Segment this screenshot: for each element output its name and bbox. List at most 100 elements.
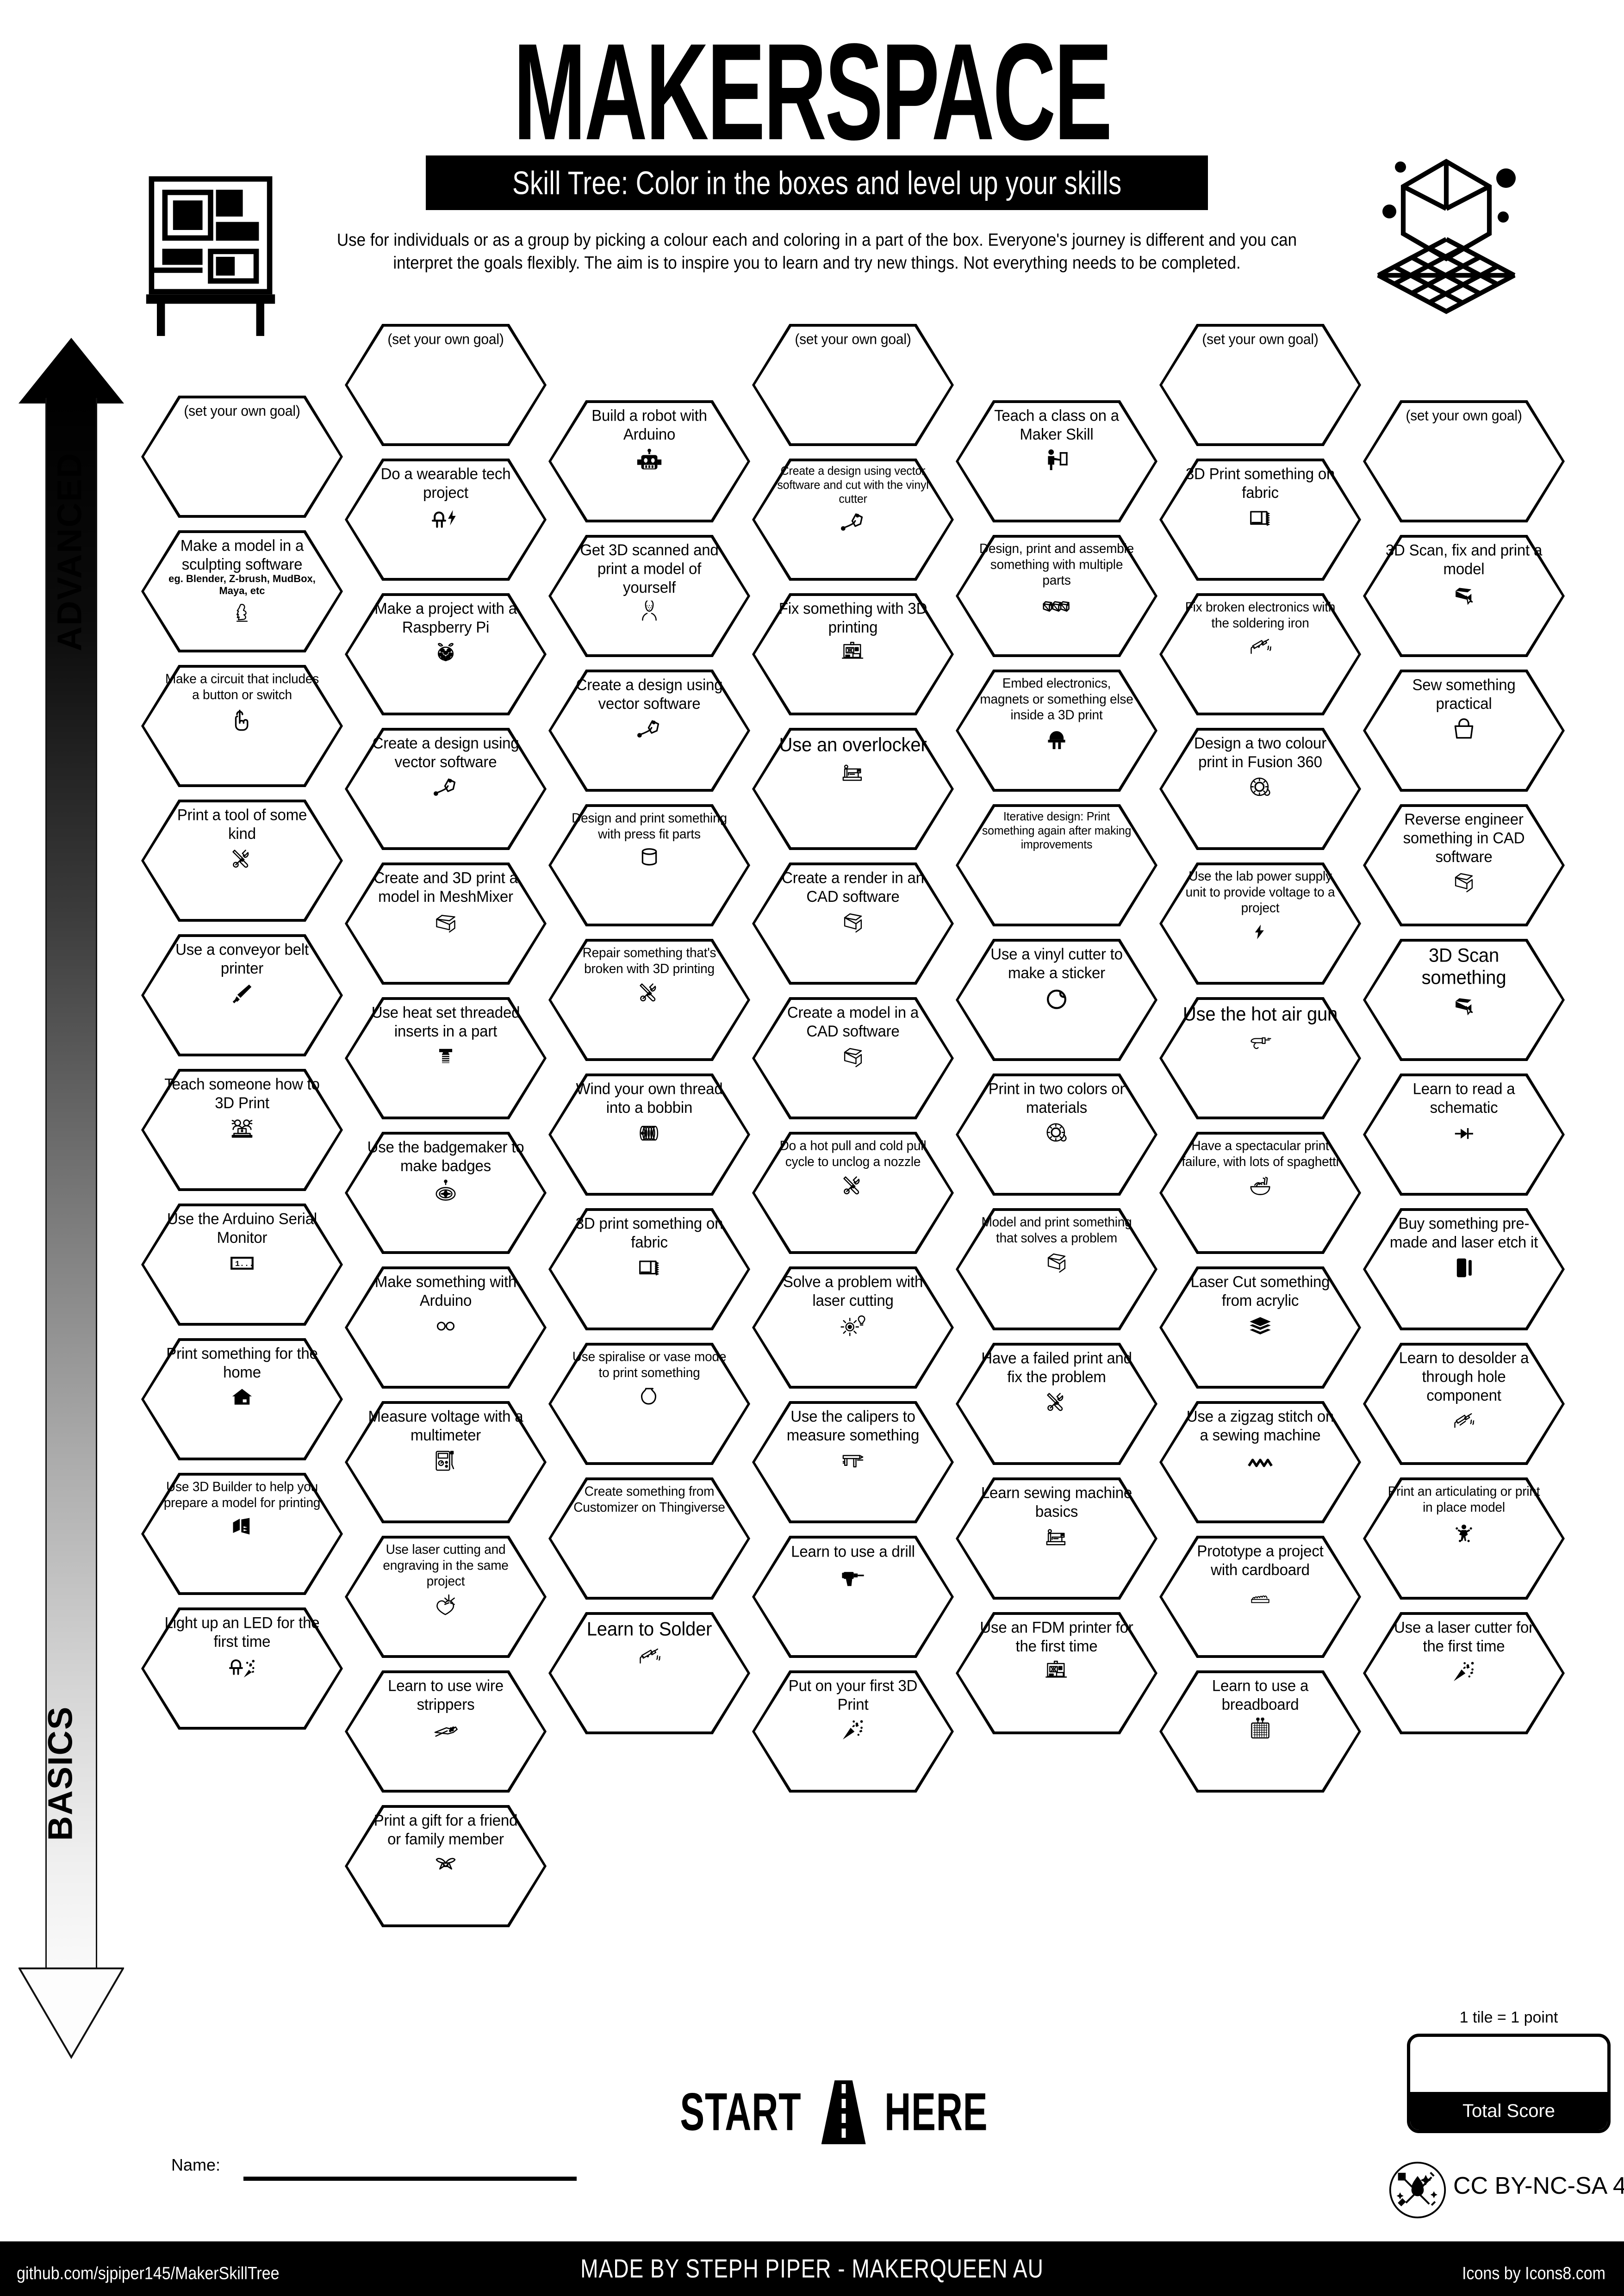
tile-fill-area[interactable] — [755, 731, 951, 847]
tile-fill-area[interactable] — [958, 1211, 1155, 1328]
tile-fill-area[interactable] — [1162, 1135, 1358, 1251]
skill-tile[interactable]: Print an articulating or print in place … — [1363, 1477, 1565, 1600]
tile-fill-area[interactable] — [1366, 1480, 1562, 1597]
skill-tile[interactable]: Get 3D scanned and print a model of your… — [548, 535, 750, 657]
skill-tile[interactable]: Make something with Arduino — [345, 1266, 547, 1389]
skill-tile[interactable]: 3D Scan something — [1363, 939, 1565, 1061]
tile-fill-area[interactable] — [1162, 461, 1358, 578]
skill-tile[interactable]: Use a laser cutter for the first time — [1363, 1612, 1565, 1734]
icons-credit[interactable]: Icons by Icons8.com — [1462, 2263, 1605, 2284]
skill-tile[interactable]: Learn to use a breadboard — [1159, 1670, 1361, 1793]
skill-tile[interactable]: Create a render in an CAD software — [752, 863, 954, 985]
skill-tile[interactable]: Use an overlocker — [752, 728, 954, 850]
tile-fill-area[interactable] — [755, 327, 951, 443]
skill-tile[interactable]: Use a zigzag stitch on a sewing machine — [1159, 1401, 1361, 1523]
skill-tile[interactable]: Use the Arduino Serial Monitor 1... — [141, 1204, 343, 1326]
skill-tile[interactable]: Make a project with a Raspberry Pi — [345, 593, 547, 715]
skill-tile[interactable]: Fix something with 3D printing — [752, 593, 954, 715]
skill-tile[interactable]: 3D Print something on fabric — [1159, 459, 1361, 581]
skill-tile[interactable]: (set your own goal) — [141, 396, 343, 518]
skill-tile[interactable]: Make a model in a sculpting software eg. … — [141, 530, 343, 652]
skill-tile[interactable]: Model and print something that solves a … — [956, 1208, 1157, 1330]
skill-tile[interactable]: Print a tool of some kind — [141, 800, 343, 922]
tile-fill-area[interactable] — [1366, 403, 1562, 520]
tile-fill-area[interactable] — [144, 398, 340, 515]
tile-fill-area[interactable] — [1162, 865, 1358, 982]
tile-fill-area[interactable] — [958, 672, 1155, 789]
tile-fill-area[interactable] — [755, 1135, 951, 1251]
name-field-row[interactable]: Name: — [171, 2152, 634, 2184]
skill-tile[interactable]: Use a vinyl cutter to make a sticker — [956, 939, 1157, 1061]
skill-tile[interactable]: Use an FDM printer for the first time — [956, 1612, 1157, 1734]
skill-tile[interactable]: Learn to Solder — [548, 1612, 750, 1734]
tile-fill-area[interactable] — [348, 865, 544, 982]
name-input-rule[interactable] — [243, 2177, 577, 2181]
tile-fill-area[interactable] — [1162, 731, 1358, 847]
skill-tile[interactable]: Make a circuit that includes a button or… — [141, 665, 343, 787]
tile-fill-area[interactable] — [144, 1206, 340, 1323]
skill-tile[interactable]: Solve a problem with laser cutting — [752, 1266, 954, 1389]
total-score-box[interactable]: 1 tile = 1 point Total Score — [1407, 2009, 1611, 2133]
tile-fill-area[interactable] — [348, 327, 544, 443]
github-link[interactable]: github.com/sjpiper145/MakerSkillTree — [17, 2263, 280, 2284]
skill-tile[interactable]: 3D print something on fabric — [548, 1208, 750, 1330]
skill-tile[interactable]: Print something for the home — [141, 1338, 343, 1460]
skill-tile[interactable]: Prototype a project with cardboard — [1159, 1536, 1361, 1658]
skill-tile[interactable]: Learn to use a drill — [752, 1536, 954, 1658]
skill-tile[interactable]: Create a design using vector software — [548, 670, 750, 792]
tile-fill-area[interactable] — [1366, 807, 1562, 924]
tile-fill-area[interactable] — [1366, 1346, 1562, 1462]
tile-fill-area[interactable] — [958, 1076, 1155, 1193]
skill-tile[interactable]: Print a gift for a friend or family memb… — [345, 1805, 547, 1927]
skill-tile[interactable]: Use laser cutting and engraving in the s… — [345, 1536, 547, 1658]
skill-tile[interactable]: Use the badgemaker to make badges — [345, 1132, 547, 1254]
skill-tile[interactable]: Sew something practical — [1363, 670, 1565, 792]
skill-tile[interactable]: Use the hot air gun — [1159, 997, 1361, 1119]
skill-tile[interactable]: Use 3D Builder to help you prepare a mod… — [141, 1473, 343, 1595]
skill-tile[interactable]: Iterative design: Print something again … — [956, 804, 1157, 926]
tile-fill-area[interactable] — [144, 668, 340, 784]
skill-tile[interactable]: Design and print something with press fi… — [548, 804, 750, 926]
skill-tile[interactable]: Wind your own thread into a bobbin — [548, 1074, 750, 1196]
tile-fill-area[interactable] — [958, 403, 1155, 520]
tile-fill-area[interactable] — [958, 538, 1155, 654]
tile-fill-area[interactable] — [755, 1269, 951, 1386]
skill-tile[interactable]: Reverse engineer something in CAD softwa… — [1363, 804, 1565, 926]
tile-fill-area[interactable] — [551, 1211, 747, 1328]
skill-tile[interactable]: Do a wearable tech project — [345, 459, 547, 581]
skill-tile[interactable]: (set your own goal) — [345, 324, 547, 446]
skill-tile[interactable]: Build a robot with Arduino — [548, 400, 750, 522]
skill-tile[interactable]: 3D Scan, fix and print a model — [1363, 535, 1565, 657]
skill-tile[interactable]: Use a conveyor belt printer — [141, 934, 343, 1056]
skill-tile[interactable]: Do a hot pull and cold pull cycle to unc… — [752, 1132, 954, 1254]
skill-tile[interactable]: Have a failed print and fix the problem — [956, 1343, 1157, 1465]
skill-tile[interactable]: Create and 3D print a model in MeshMixer — [345, 863, 547, 985]
skill-tile[interactable]: (set your own goal) — [752, 324, 954, 446]
tile-fill-area[interactable] — [958, 942, 1155, 1058]
skill-tile[interactable]: Teach someone how to 3D Print — [141, 1069, 343, 1191]
tile-fill-area[interactable] — [144, 1476, 340, 1592]
skill-tile[interactable]: (set your own goal) — [1363, 400, 1565, 522]
score-input-box[interactable]: Total Score — [1407, 2034, 1611, 2133]
skill-tile[interactable]: Embed electronics, magnets or something … — [956, 670, 1157, 792]
tile-fill-area[interactable] — [1162, 327, 1358, 443]
tile-fill-area[interactable] — [348, 461, 544, 578]
tile-fill-area[interactable] — [1366, 672, 1562, 789]
tile-fill-area[interactable] — [348, 1539, 544, 1655]
skill-tile[interactable]: Create a design using vector software an… — [752, 459, 954, 581]
skill-tile[interactable]: Use spiralise or vase mode to print some… — [548, 1343, 750, 1465]
skill-tile[interactable]: Print in two colors or materials — [956, 1074, 1157, 1196]
skill-tile[interactable]: Design a two colour print in Fusion 360 — [1159, 728, 1361, 850]
skill-tile[interactable]: Buy something pre-made and laser etch it — [1363, 1208, 1565, 1330]
tile-fill-area[interactable] — [755, 1404, 951, 1520]
skill-tile[interactable]: Have a spectacular print failure, with l… — [1159, 1132, 1361, 1254]
skill-tile[interactable]: Learn to desolder a through hole compone… — [1363, 1343, 1565, 1465]
tile-fill-area[interactable] — [1162, 1000, 1358, 1117]
tile-fill-area[interactable] — [755, 1000, 951, 1117]
skill-tile[interactable]: Create a model in a CAD software — [752, 997, 954, 1119]
tile-fill-area[interactable] — [551, 942, 747, 1058]
tile-fill-area[interactable] — [551, 1480, 747, 1597]
skill-tile[interactable]: Use the lab power supply unit to provide… — [1159, 863, 1361, 985]
skill-tile[interactable]: Design, print and assemble something wit… — [956, 535, 1157, 657]
skill-tile[interactable]: Laser Cut something from acrylic — [1159, 1266, 1361, 1389]
